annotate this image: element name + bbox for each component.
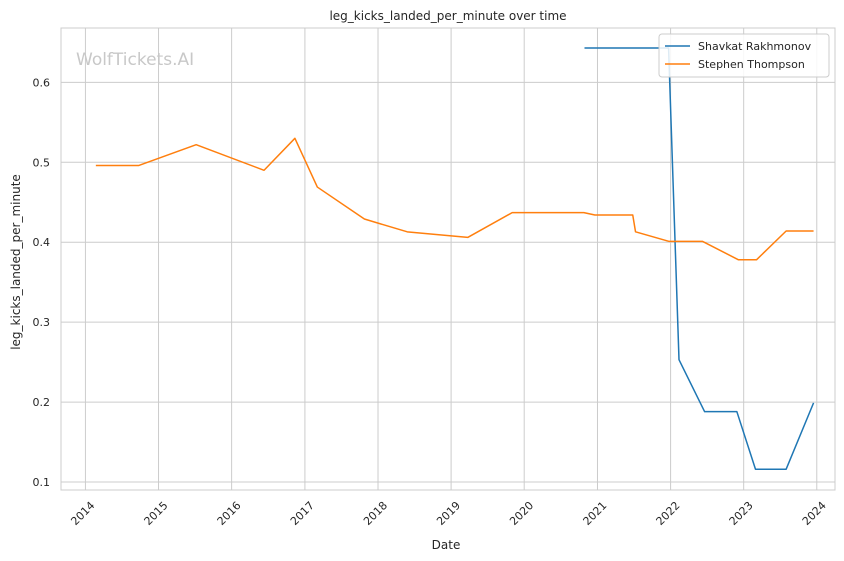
y-tick-label: 0.1 bbox=[33, 476, 51, 489]
series-line-stephen-thompson bbox=[95, 137, 814, 261]
y-axis-label: leg_kicks_landed_per_minute bbox=[9, 174, 23, 350]
series-lines bbox=[95, 47, 815, 470]
plot-frame bbox=[60, 27, 836, 491]
x-tick-label: 2024 bbox=[800, 499, 829, 528]
watermark: WolfTickets.AI bbox=[76, 50, 194, 70]
y-tick-label: 0.5 bbox=[33, 156, 51, 169]
x-tick-label: 2015 bbox=[142, 499, 171, 528]
y-tick-label: 0.3 bbox=[33, 316, 51, 329]
plot-area bbox=[61, 28, 835, 490]
x-tick-label: 2020 bbox=[507, 499, 536, 528]
x-tick-label: 2018 bbox=[361, 499, 390, 528]
chart-title: leg_kicks_landed_per_minute over time bbox=[329, 9, 566, 23]
x-axis-label: Date bbox=[432, 538, 461, 552]
legend: Shavkat Rakhmonov Stephen Thompson bbox=[658, 33, 830, 78]
y-tick-label: 0.2 bbox=[33, 396, 51, 409]
x-tick-label: 2016 bbox=[215, 499, 244, 528]
x-tick-label: 2014 bbox=[68, 499, 97, 528]
legend-label-shavkat-rakhmonov: Shavkat Rakhmonov bbox=[698, 40, 812, 53]
legend-label-stephen-thompson: Stephen Thompson bbox=[698, 58, 805, 71]
x-tick-label: 2022 bbox=[654, 499, 683, 528]
x-tick-label: 2019 bbox=[434, 499, 463, 528]
grid bbox=[61, 28, 835, 490]
series-line-shavkat-rakhmonov bbox=[584, 47, 815, 470]
legend-box bbox=[658, 33, 830, 78]
x-tick-label: 2017 bbox=[288, 499, 317, 528]
y-tick-label: 0.6 bbox=[33, 76, 51, 89]
x-tick-label: 2021 bbox=[581, 499, 610, 528]
x-tick-label: 2023 bbox=[727, 499, 756, 528]
y-tick-label: 0.4 bbox=[33, 236, 51, 249]
